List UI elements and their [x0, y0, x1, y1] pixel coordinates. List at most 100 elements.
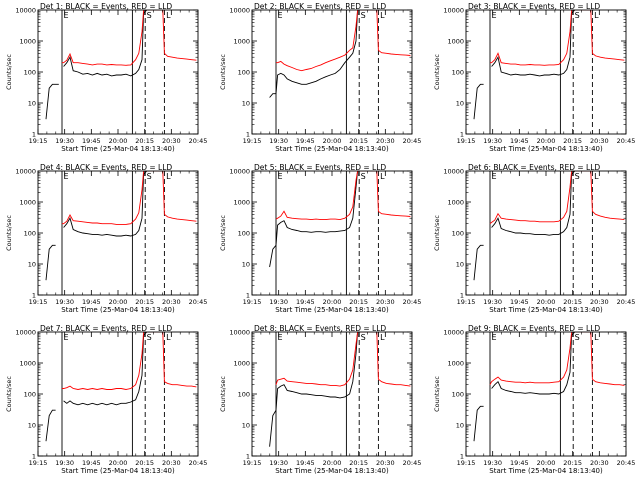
x-tick-label: 20:15	[563, 459, 582, 467]
x-axis-label: Start Time (25-Mar-04 18:13:40)	[489, 306, 603, 314]
y-tick-label: 10	[242, 100, 250, 108]
series-events	[473, 332, 591, 442]
marker-label-s: S	[361, 333, 366, 342]
series-events	[45, 171, 163, 281]
x-tick-label: 19:30	[55, 298, 74, 306]
x-tick-label: 19:15	[457, 137, 476, 145]
series-events	[45, 332, 163, 442]
x-tick-label: 20:30	[376, 459, 395, 467]
marker-label-l: L	[166, 172, 171, 181]
x-tick-label: 19:15	[243, 298, 262, 306]
y-tick-label: 100	[24, 69, 36, 77]
marker-label-s: S	[147, 11, 152, 20]
x-tick-label: 20:30	[376, 137, 395, 145]
y-tick-label: 1000	[447, 199, 464, 207]
y-tick-label: 10000	[443, 168, 464, 176]
x-tick-label: 20:45	[403, 459, 422, 467]
x-tick-label: 19:30	[55, 459, 74, 467]
marker-label-s: S	[147, 172, 152, 181]
x-tick-label: 19:30	[269, 137, 288, 145]
y-tick-label: 10000	[443, 7, 464, 15]
x-tick-label: 20:00	[537, 459, 556, 467]
x-tick-label: 19:15	[243, 137, 262, 145]
x-tick-label: 19:30	[483, 298, 502, 306]
marker-label-s: S	[575, 333, 580, 342]
y-tick-label: 10000	[443, 329, 464, 337]
y-tick-label: 10000	[229, 168, 250, 176]
x-tick-label: 19:45	[82, 459, 101, 467]
x-tick-label: 20:45	[617, 298, 636, 306]
x-tick-label: 19:30	[483, 137, 502, 145]
y-tick-label: 1	[32, 131, 36, 139]
y-axis-label: Counts/sec	[433, 376, 441, 412]
x-tick-label: 20:00	[323, 459, 342, 467]
x-tick-label: 20:00	[323, 298, 342, 306]
x-tick-label: 20:00	[109, 459, 128, 467]
x-tick-label: 20:15	[135, 137, 154, 145]
marker-label-e: E	[63, 333, 68, 342]
y-tick-label: 1	[246, 453, 250, 461]
y-tick-label: 1000	[19, 360, 36, 368]
x-tick-label: 20:00	[109, 298, 128, 306]
marker-label-l: L	[380, 333, 385, 342]
x-tick-label: 20:30	[590, 459, 609, 467]
y-tick-label: 1	[246, 131, 250, 139]
x-axis-label: Start Time (25-Mar-04 18:13:40)	[275, 306, 389, 314]
x-axis-label: Start Time (25-Mar-04 18:13:40)	[275, 467, 389, 475]
x-axis-label: Start Time (25-Mar-04 18:13:40)	[489, 467, 603, 475]
series-lld	[62, 332, 197, 390]
x-tick-label: 19:15	[457, 459, 476, 467]
x-axis-label: Start Time (25-Mar-04 18:13:40)	[275, 145, 389, 153]
x-tick-label: 19:15	[29, 459, 48, 467]
panel-title: Det 8: BLACK = Events, RED = LLD	[254, 324, 386, 333]
y-tick-label: 10	[456, 100, 464, 108]
x-tick-label: 19:30	[483, 459, 502, 467]
x-tick-label: 20:15	[135, 459, 154, 467]
y-tick-label: 1000	[233, 360, 250, 368]
series-lld	[489, 171, 625, 225]
marker-label-l: L	[166, 333, 171, 342]
series-lld	[276, 10, 411, 72]
y-tick-label: 100	[238, 391, 250, 399]
marker-label-e: E	[491, 172, 496, 181]
series-lld	[489, 332, 625, 386]
y-axis-label: Counts/sec	[219, 54, 227, 90]
marker-label-e: E	[277, 333, 282, 342]
x-tick-label: 20:45	[403, 298, 422, 306]
x-axis-label: Start Time (25-Mar-04 18:13:40)	[61, 306, 175, 314]
panel-title: Det 2: BLACK = Events, RED = LLD	[254, 2, 386, 11]
x-tick-label: 19:15	[29, 137, 48, 145]
x-tick-label: 20:45	[617, 137, 636, 145]
y-tick-label: 10	[28, 261, 36, 269]
panel-title: Det 1: BLACK = Events, RED = LLD	[40, 2, 172, 11]
x-tick-label: 19:15	[29, 298, 48, 306]
y-axis-label: Counts/sec	[5, 215, 13, 251]
marker-label-s: S	[575, 11, 580, 20]
y-tick-label: 10000	[15, 329, 36, 337]
marker-label-l: L	[380, 11, 385, 20]
marker-label-l: L	[594, 11, 599, 20]
x-tick-label: 20:15	[349, 298, 368, 306]
x-tick-label: 19:45	[510, 137, 529, 145]
x-tick-label: 20:15	[135, 298, 154, 306]
marker-label-e: E	[277, 11, 282, 20]
x-tick-label: 20:15	[563, 298, 582, 306]
x-tick-label: 19:30	[269, 459, 288, 467]
x-tick-label: 20:30	[376, 298, 395, 306]
panel-title: Det 6: BLACK = Events, RED = LLD	[468, 163, 600, 172]
marker-label-s: S	[575, 172, 580, 181]
series-lld	[490, 10, 625, 66]
y-tick-label: 1	[460, 131, 464, 139]
series-events	[473, 10, 591, 120]
x-tick-label: 20:15	[349, 459, 368, 467]
marker-label-e: E	[277, 172, 282, 181]
y-tick-label: 10	[28, 422, 36, 430]
marker-label-l: L	[166, 11, 171, 20]
